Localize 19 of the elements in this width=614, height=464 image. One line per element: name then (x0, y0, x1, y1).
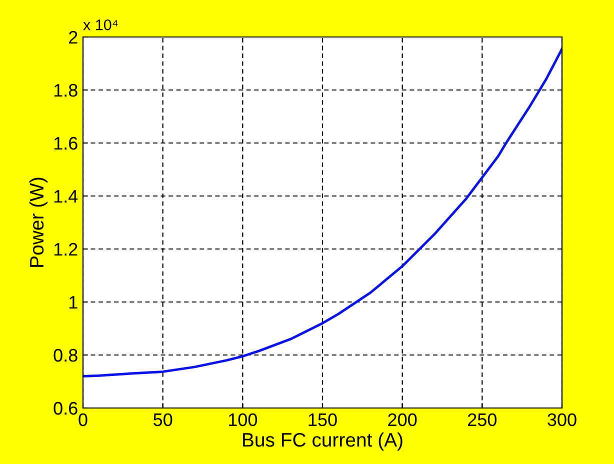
x-tick-label: 150 (308, 413, 337, 426)
x-tick-label: 200 (388, 413, 417, 426)
x-tick-label: 250 (468, 413, 497, 426)
y-axis-title: Power (W) (29, 178, 48, 267)
line-series (83, 48, 562, 378)
y-tick-label: 2 (69, 30, 78, 44)
y-tick-label: 1.2 (54, 242, 78, 256)
y-tick-label: 1 (69, 296, 78, 309)
x-axis-title: Bus FC current (A) (243, 432, 402, 451)
y-tick-label: 1.4 (54, 190, 78, 203)
text: x 10⁴ (83, 19, 118, 30)
x-tick-label: 100 (228, 413, 258, 426)
x-tick-label: 300 (548, 413, 576, 426)
x-tick-label: 0 (78, 413, 88, 426)
y-tick-label: 1.8 (54, 84, 78, 97)
x-tick-label: 50 (154, 413, 172, 426)
y-tick-label: 0.8 (54, 348, 78, 362)
y-tick-label: 0.6 (54, 402, 78, 415)
y-tick-label: 1.6 (54, 136, 78, 150)
